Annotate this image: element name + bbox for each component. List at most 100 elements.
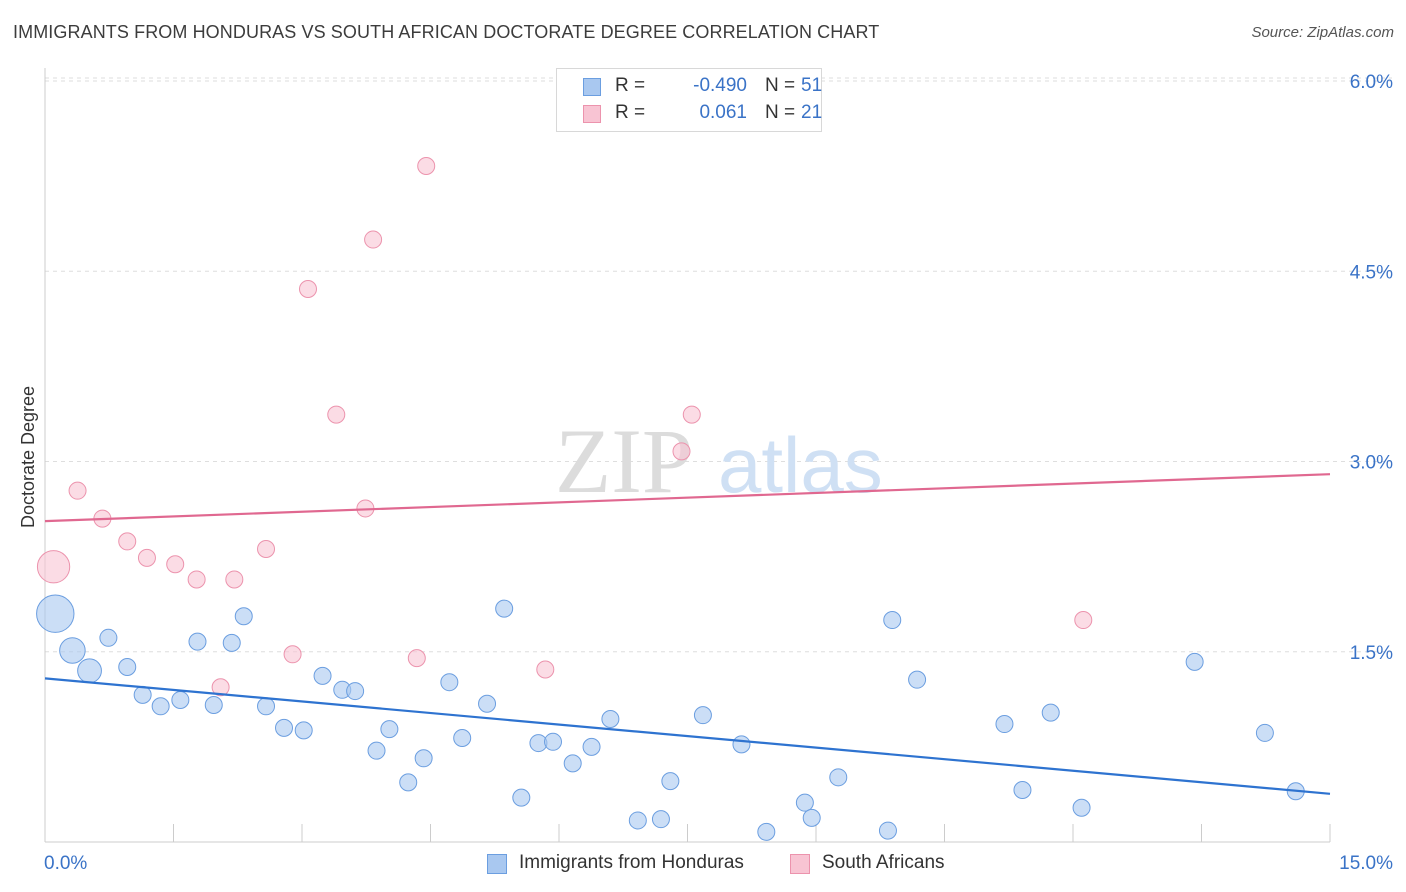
point-south-africans — [672, 442, 691, 461]
point-honduras — [628, 811, 647, 830]
point-honduras — [399, 773, 418, 792]
data-points — [36, 157, 1305, 841]
point-honduras — [563, 754, 582, 773]
point-honduras — [440, 673, 459, 692]
point-honduras — [118, 657, 137, 676]
point-honduras — [171, 690, 190, 709]
point-south-africans — [1074, 611, 1093, 630]
point-south-africans — [166, 555, 185, 574]
point-south-africans — [327, 405, 346, 424]
point-south-africans — [257, 540, 276, 559]
point-south-africans — [137, 548, 156, 567]
point-honduras — [802, 808, 821, 827]
legend-n-value: 51 — [801, 75, 823, 96]
point-south-africans — [211, 678, 230, 697]
point-honduras — [795, 793, 814, 812]
point-honduras — [257, 697, 276, 716]
point-honduras — [367, 741, 386, 760]
x-tick-label-max: 15.0% — [1339, 853, 1393, 874]
bottom-legend-label-south-africans: South Africans — [822, 852, 945, 873]
point-south-africans — [682, 405, 701, 424]
point-south-africans — [283, 645, 302, 664]
point-honduras — [188, 632, 207, 651]
point-honduras — [77, 658, 102, 684]
point-honduras — [133, 685, 152, 704]
legend-n-label: N = — [765, 75, 796, 96]
point-honduras — [275, 718, 294, 737]
point-south-africans — [36, 550, 71, 584]
point-honduras — [883, 611, 902, 630]
point-south-africans — [225, 570, 244, 589]
legend: R = -0.490 N = 51 R = 0.061 N = 21 — [556, 68, 822, 132]
point-honduras — [36, 594, 75, 633]
point-honduras — [651, 810, 670, 829]
legend-swatch-south-africans — [583, 105, 601, 123]
y-tick-label: 3.0% — [1350, 453, 1393, 474]
legend-r-label: R = — [615, 75, 646, 96]
point-honduras — [204, 696, 223, 715]
trend-line-south-africans — [44, 473, 1331, 523]
bottom-legend-label-honduras: Immigrants from Honduras — [519, 852, 744, 873]
point-south-africans — [298, 280, 317, 299]
axes — [44, 68, 1331, 843]
tick-labels: 1.5% 3.0% 4.5% 6.0% 0.0% 15.0% — [44, 72, 1393, 874]
point-honduras — [732, 735, 751, 754]
point-honduras — [495, 599, 514, 618]
trend-line-honduras — [44, 677, 1331, 795]
point-honduras — [59, 637, 86, 664]
point-honduras — [1072, 798, 1091, 817]
point-honduras — [878, 821, 897, 840]
chart-source: Source: ZipAtlas.com — [1251, 24, 1394, 41]
point-honduras — [453, 729, 472, 747]
point-honduras — [544, 732, 563, 751]
point-honduras — [151, 697, 170, 716]
point-honduras — [757, 822, 776, 841]
x-tick-label-min: 0.0% — [44, 853, 87, 874]
legend-swatch-honduras — [583, 78, 601, 96]
point-honduras — [478, 694, 497, 713]
y-tick-label: 6.0% — [1350, 72, 1393, 93]
legend-n-label: N = — [765, 102, 796, 123]
point-south-africans — [536, 660, 555, 679]
grid-lines — [45, 77, 1392, 653]
chart-title: IMMIGRANTS FROM HONDURAS VS SOUTH AFRICA… — [13, 22, 880, 42]
point-south-africans — [118, 532, 137, 551]
point-honduras — [908, 670, 927, 689]
point-honduras — [661, 772, 680, 791]
bottom-legend-swatch-south-africans — [790, 854, 810, 874]
point-honduras — [222, 633, 241, 652]
legend-n-value: 21 — [801, 102, 823, 123]
legend-r-value: 0.061 — [699, 102, 747, 123]
point-south-africans — [364, 230, 383, 249]
point-honduras — [99, 628, 118, 647]
point-honduras — [582, 737, 601, 756]
point-honduras — [1013, 781, 1032, 799]
trend-lines — [44, 473, 1331, 795]
point-south-africans — [407, 649, 426, 668]
point-south-africans — [417, 157, 436, 175]
point-honduras — [601, 709, 620, 728]
point-honduras — [512, 788, 531, 807]
point-honduras — [346, 682, 365, 701]
point-south-africans — [68, 481, 87, 500]
bottom-legend-swatch-honduras — [487, 854, 507, 874]
legend-r-value: -0.490 — [693, 75, 747, 96]
y-tick-label: 4.5% — [1350, 262, 1393, 283]
point-honduras — [995, 715, 1014, 734]
point-honduras — [1041, 703, 1060, 722]
point-honduras — [234, 607, 253, 626]
point-honduras — [1185, 652, 1204, 671]
point-south-africans — [187, 570, 206, 589]
point-honduras — [313, 666, 332, 685]
y-axis-label: Doctorate Degree — [18, 386, 38, 528]
point-honduras — [294, 721, 313, 740]
point-honduras — [829, 768, 848, 787]
point-honduras — [693, 706, 712, 725]
point-honduras — [1255, 723, 1274, 742]
watermark-zip: ZIP — [555, 410, 693, 512]
legend-r-label: R = — [615, 102, 646, 123]
y-tick-label: 1.5% — [1350, 643, 1393, 664]
point-honduras — [380, 720, 399, 739]
point-honduras — [414, 749, 433, 768]
